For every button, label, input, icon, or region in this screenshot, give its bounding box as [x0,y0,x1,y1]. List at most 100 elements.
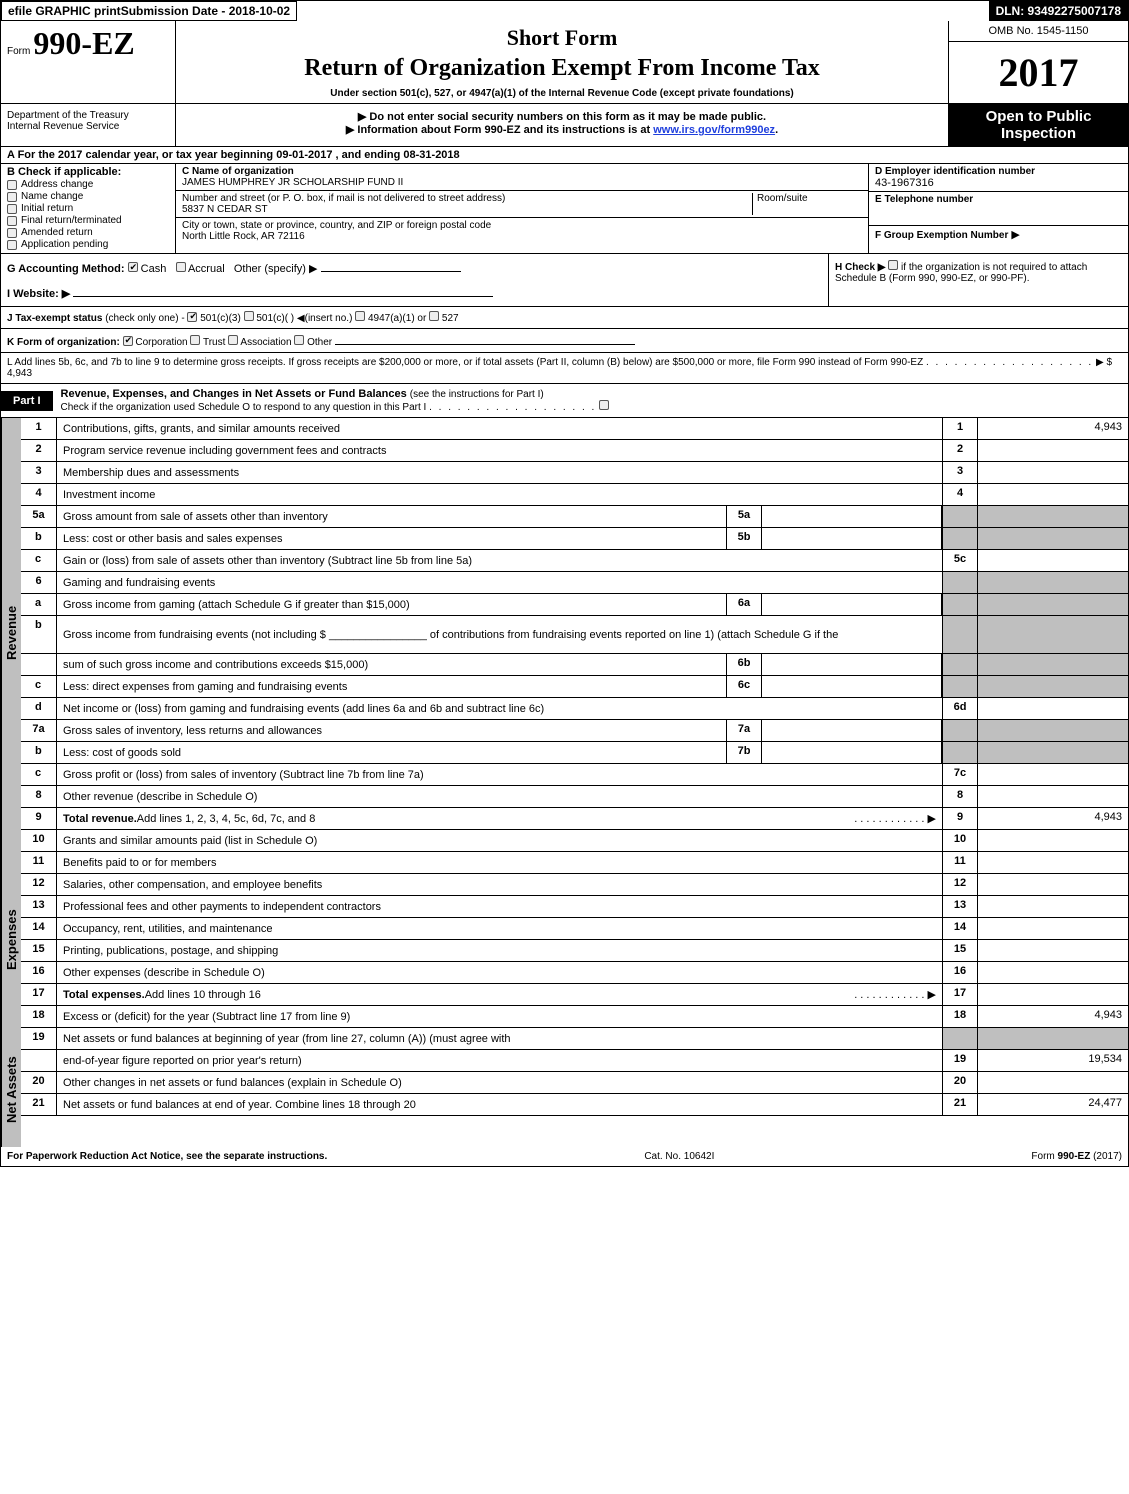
line-number: a [21,594,57,615]
mid-line-number: 5b [726,528,762,549]
line-description: end-of-year figure reported on prior yea… [57,1050,942,1071]
right-value [978,654,1128,675]
line-k: K Form of organization: Corporation Trus… [1,329,1128,353]
line-number: 9 [21,808,57,829]
line-number: 11 [21,852,57,873]
table-row: 10Grants and similar amounts paid (list … [21,830,1128,852]
j-checkbox-0[interactable] [187,312,197,322]
right-line-number [942,676,978,697]
b-checkbox-0[interactable] [7,180,17,190]
k-checkbox-2[interactable] [228,335,238,345]
right-value [978,572,1128,593]
part1-dots [429,402,596,413]
right-value: 4,943 [978,808,1128,829]
instructions-link-line: ▶ Information about Form 990-EZ and its … [182,123,942,136]
right-value [978,698,1128,719]
c-street-label: Number and street (or P. O. box, if mail… [182,193,752,204]
k-checkbox-3[interactable] [294,335,304,345]
g-other: Other (specify) ▶ [234,263,318,275]
line-description: Net assets or fund balances at end of ye… [57,1094,942,1115]
form990ez-link[interactable]: www.irs.gov/form990ez [653,124,775,136]
a-label: A For the 2017 calendar year, or tax yea… [7,149,276,161]
h-checkbox[interactable] [888,260,898,270]
part1-label: Part I [1,391,53,411]
accrual-checkbox[interactable] [176,262,186,272]
right-line-number [942,616,978,653]
b-checkbox-5[interactable] [7,240,17,250]
cash-checkbox[interactable] [128,262,138,272]
right-line-number: 15 [942,940,978,961]
b-checkbox-3[interactable] [7,216,17,226]
part1-schedule-o-checkbox[interactable] [599,400,609,410]
k-other-fill[interactable] [335,333,635,345]
tax-year: 2017 [949,42,1128,103]
right-value [978,1072,1128,1093]
line-description: Other revenue (describe in Schedule O) [57,786,942,807]
line-number: 7a [21,720,57,741]
k-checkbox-0[interactable] [123,336,133,346]
col-h: H Check ▶ if the organization is not req… [828,254,1128,306]
c-city-label: City or town, state or province, country… [182,220,862,231]
line-number: 5a [21,506,57,527]
line-number: c [21,676,57,697]
table-row: 9Total revenue. Add lines 1, 2, 3, 4, 5c… [21,808,1128,830]
box-e: E Telephone number [869,192,1128,226]
j-checkbox-2[interactable] [355,311,365,321]
line-description: Gross income from fundraising events (no… [57,616,942,653]
part1-subline: Check if the organization used Schedule … [61,402,427,413]
footer-form-number: 990-EZ [1058,1151,1091,1162]
table-row: 3Membership dues and assessments3 [21,462,1128,484]
line-description: Less: direct expenses from gaming and fu… [57,676,726,697]
arrow-icon: . . . . . . . . . . . . ▶ [854,988,936,1001]
line-description: Contributions, gifts, grants, and simila… [57,418,942,439]
line-number: 2 [21,440,57,461]
l-text: L Add lines 5b, 6c, and 7b to line 9 to … [7,357,923,368]
a-begin: 09-01-2017 [276,149,332,161]
k-checkbox-1[interactable] [190,335,200,345]
i-label: I Website: ▶ [7,288,70,300]
right-value [978,742,1128,763]
table-row: 13Professional fees and other payments t… [21,896,1128,918]
room-label: Room/suite [757,193,862,204]
line-number: 6 [21,572,57,593]
line-number: 3 [21,462,57,483]
irs-label: Internal Revenue Service [7,121,169,132]
line-description: Salaries, other compensation, and employ… [57,874,942,895]
header-row2: Department of the Treasury Internal Reve… [1,104,1128,147]
part1-title-block: Revenue, Expenses, and Changes in Net As… [61,384,610,417]
right-value [978,506,1128,527]
b-checkbox-1[interactable] [7,192,17,202]
line-description: Less: cost or other basis and sales expe… [57,528,726,549]
table-row: 17Total expenses. Add lines 10 through 1… [21,984,1128,1006]
col-def: D Employer identification number 43-1967… [868,164,1128,253]
paperwork-notice: For Paperwork Reduction Act Notice, see … [7,1151,327,1162]
line-number: c [21,764,57,785]
table-row: 14Occupancy, rent, utilities, and mainte… [21,918,1128,940]
table-row: 11Benefits paid to or for members11 [21,852,1128,874]
mid-value [762,506,942,527]
right-line-number: 2 [942,440,978,461]
b-checkbox-4[interactable] [7,228,17,238]
right-value [978,720,1128,741]
line-number: 12 [21,874,57,895]
line-number [21,1050,57,1071]
top-bar: efile GRAPHIC print Submission Date - 20… [1,1,1128,21]
right-value [978,940,1128,961]
g-other-fill[interactable] [321,260,461,272]
footer-form: Form 990-EZ (2017) [1031,1151,1122,1162]
j-checkbox-1[interactable] [244,311,254,321]
b-checkbox-2[interactable] [7,204,17,214]
short-form-title: Short Form [182,25,942,51]
submission-date: Submission Date - 2018-10-02 [121,4,290,18]
efile-print-button[interactable]: efile GRAPHIC print [8,4,121,18]
instr2-prefix: ▶ Information about Form 990-EZ and its … [346,124,653,136]
org-city: North Little Rock, AR 72116 [182,231,862,242]
table-row: dNet income or (loss) from gaming and fu… [21,698,1128,720]
table-row: 5aGross amount from sale of assets other… [21,506,1128,528]
ssn-warning: ▶ Do not enter social security numbers o… [182,110,942,123]
instr2-suffix: . [775,124,778,136]
website-fill[interactable] [73,285,493,297]
line-description: Professional fees and other payments to … [57,896,942,917]
j-checkbox-3[interactable] [429,311,439,321]
c-name-box: C Name of organization JAMES HUMPHREY JR… [176,164,868,191]
